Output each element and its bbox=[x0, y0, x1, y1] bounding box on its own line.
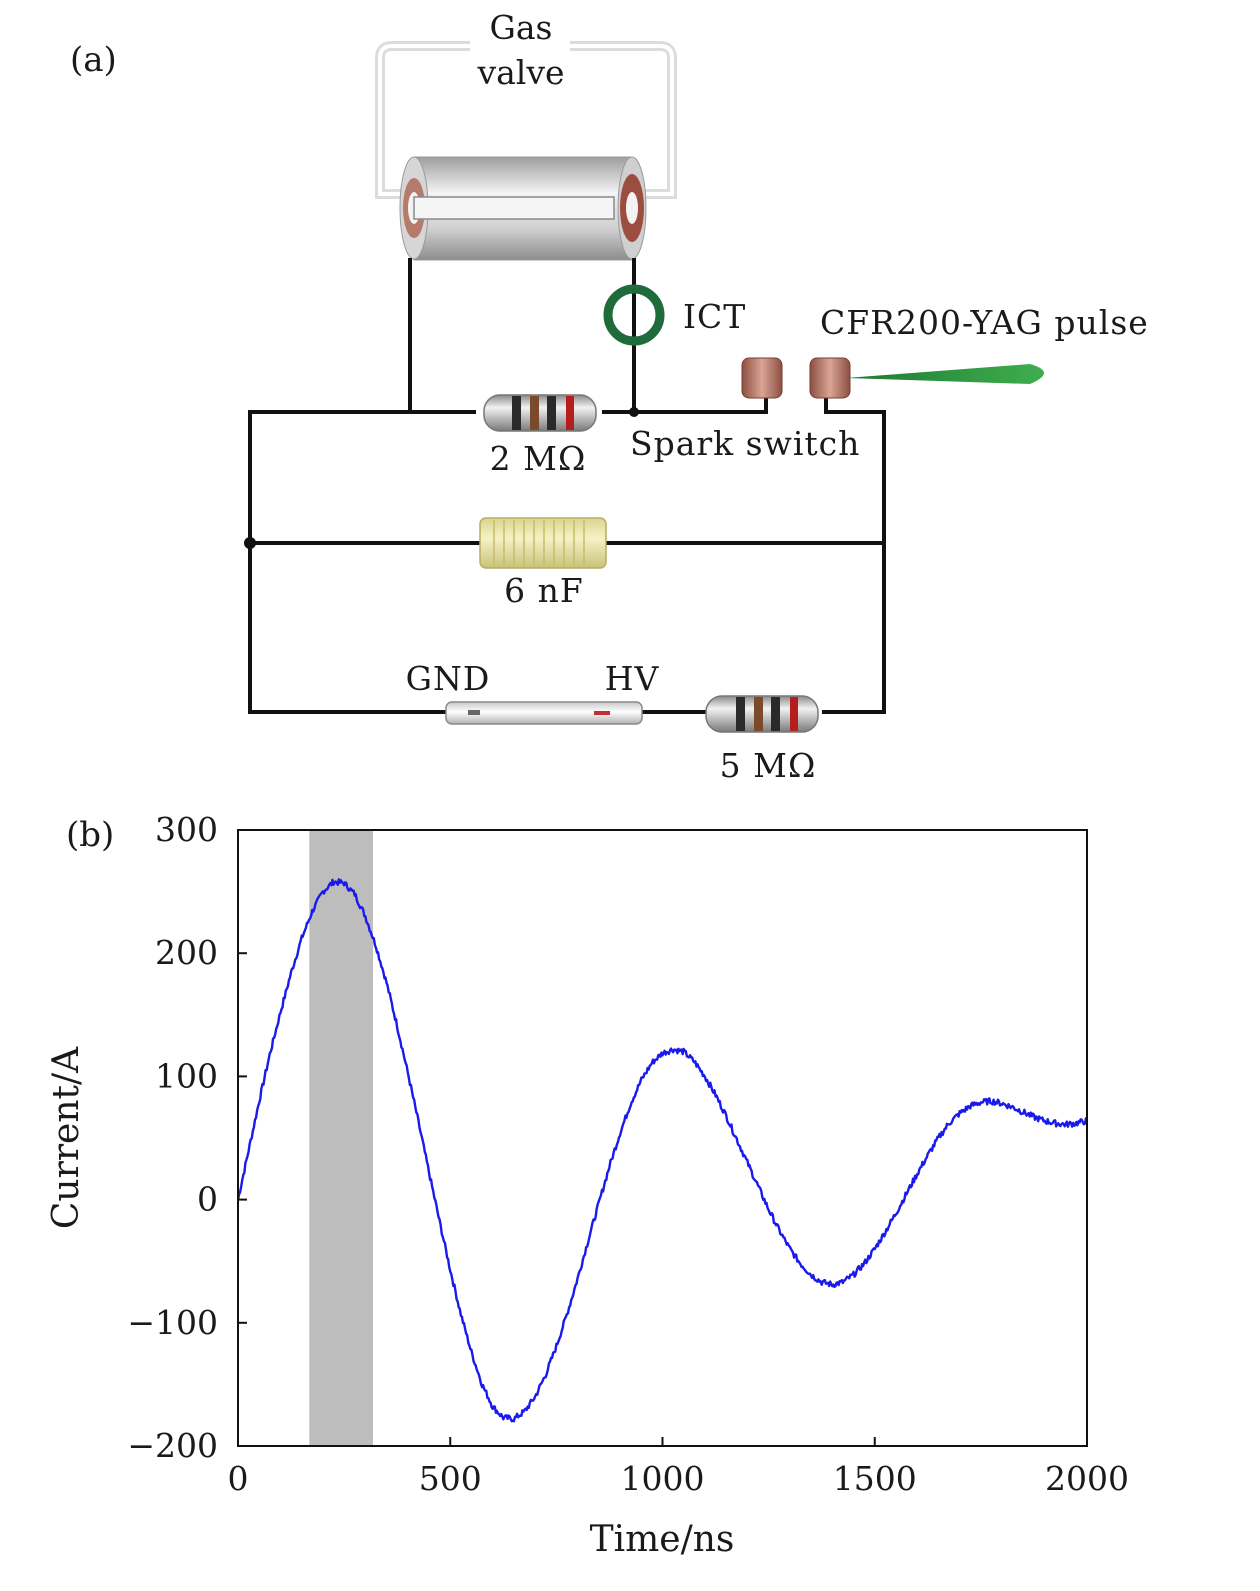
resistor-5mohm-label: 5 MΩ bbox=[720, 746, 817, 785]
gas-valve-label-line1: Gas bbox=[490, 8, 553, 47]
x-axis-ticks: 0 500 1000 1500 2000 bbox=[228, 1437, 1129, 1498]
gas-valve-label-line2: valve bbox=[476, 53, 564, 92]
hv-supply bbox=[445, 701, 643, 725]
x-axis-label: Time/ns bbox=[590, 1519, 735, 1560]
panel-b-label: (b) bbox=[66, 815, 114, 855]
panel-a-label: (a) bbox=[70, 40, 117, 80]
y-tick-label: 200 bbox=[155, 933, 218, 972]
y-tick-label: 100 bbox=[155, 1056, 218, 1095]
ict-label: ICT bbox=[683, 297, 746, 336]
resistor-5mohm bbox=[705, 695, 819, 733]
y-axis-ticks: 300 200 100 0 −100 −200 bbox=[127, 810, 247, 1465]
gnd-label: GND bbox=[406, 659, 491, 698]
discharge-tube bbox=[399, 156, 647, 261]
circuit-diagram: (a) Gas valve bbox=[70, 8, 1149, 785]
junction-node bbox=[244, 537, 256, 549]
laser-beam bbox=[846, 364, 1044, 384]
spark-switch bbox=[741, 357, 851, 399]
y-tick-label: 0 bbox=[197, 1180, 218, 1219]
shaded-region bbox=[309, 830, 373, 1446]
laser-label: CFR200-YAG pulse bbox=[820, 303, 1149, 342]
x-tick-label: 500 bbox=[419, 1459, 482, 1498]
ict-ring bbox=[603, 284, 665, 346]
current-curve bbox=[236, 878, 1089, 1423]
capacitor-label: 6 nF bbox=[504, 571, 584, 610]
circuit-wires bbox=[244, 258, 886, 714]
x-tick-label: 1500 bbox=[833, 1459, 917, 1498]
y-tick-label: −200 bbox=[127, 1426, 218, 1465]
x-tick-label: 1000 bbox=[621, 1459, 705, 1498]
y-tick-label: −100 bbox=[127, 1303, 218, 1342]
x-tick-label: 2000 bbox=[1045, 1459, 1129, 1498]
x-tick-label: 0 bbox=[228, 1459, 249, 1498]
hv-label: HV bbox=[605, 659, 660, 698]
y-tick-label: 300 bbox=[155, 810, 218, 849]
spark-switch-label: Spark switch bbox=[630, 424, 860, 463]
resistor-2mohm bbox=[483, 394, 597, 432]
resistor-2mohm-label: 2 MΩ bbox=[490, 439, 587, 478]
y-axis-label: Current/A bbox=[46, 1046, 87, 1229]
capacitor-6nf bbox=[479, 517, 607, 569]
junction-node bbox=[629, 407, 639, 417]
